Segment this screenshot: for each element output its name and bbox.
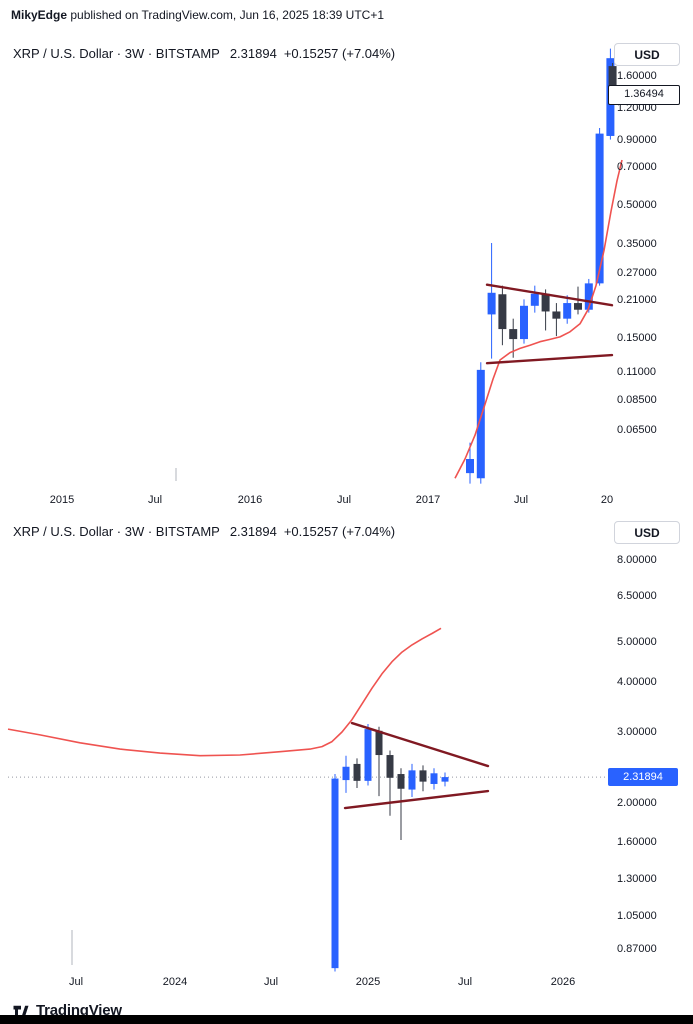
candle-body (509, 329, 518, 340)
candle-body (353, 763, 361, 781)
last-price-badge: 2.31894 (608, 768, 678, 787)
time-tick-label: Jul (457, 976, 473, 988)
price-tick-label: 5.00000 (617, 636, 657, 649)
candle-body (331, 778, 339, 969)
attribution: MikyEdge published on TradingView.com, J… (0, 0, 693, 38)
candle-body (574, 303, 582, 310)
price-change: +0.15257 (+7.04%) (283, 46, 396, 61)
price-tick-label: 0.21000 (617, 294, 657, 307)
candle-body (520, 305, 528, 340)
price-tick-label: 0.90000 (617, 133, 657, 146)
chart-canvas[interactable] (0, 38, 693, 516)
price-tick-label: 0.87000 (617, 943, 657, 955)
time-tick-label: Jul (68, 976, 84, 988)
candle-body (487, 292, 496, 315)
candle-body (563, 303, 572, 319)
candle-body (441, 777, 449, 782)
candle-body (541, 293, 550, 312)
time-tick-label: 2025 (355, 976, 381, 988)
tradingview-footer-link[interactable]: TradingView (0, 998, 693, 1023)
price-tick-label: 1.60000 (617, 70, 657, 82)
time-tick-label: 2024 (162, 976, 188, 988)
bottom-bar (0, 1015, 693, 1024)
candle-body (419, 770, 427, 782)
time-tick-label: 2016 (237, 494, 263, 506)
ma-line (7, 627, 442, 757)
chart-panel-current: XRP / U.S. Dollar · 3W · BITSTAMP 2.31894… (0, 516, 693, 998)
tradingview-brand-text: TradingView (36, 1002, 122, 1019)
price-tick-label: 4.00000 (617, 675, 657, 688)
ma-line (454, 159, 623, 479)
price-tick-label: 6.50000 (617, 590, 657, 603)
time-tick-label: Jul (336, 494, 352, 506)
currency-toggle-button[interactable]: USD (614, 521, 680, 544)
candle-body (584, 283, 593, 310)
symbol-title: XRP / U.S. Dollar · 3W · BITSTAMP (13, 46, 220, 61)
trendline (343, 789, 490, 810)
time-tick-label: 2017 (415, 494, 441, 506)
time-tick-label: Jul (263, 976, 279, 988)
price-axis[interactable]: 1.60000 1.20000 0.90000 0.70000 0.50000 0.350… (604, 38, 693, 496)
price-tick-label: 1.60000 (617, 836, 657, 849)
candle-body (408, 770, 416, 790)
tradingview-logo-icon (12, 1002, 30, 1020)
price-tick-label: 3.00000 (617, 725, 657, 738)
trendline (485, 353, 614, 365)
candle-body (530, 293, 539, 306)
trendline (350, 721, 490, 768)
price-axis[interactable]: 8.00000 6.50000 5.00000 4.00000 3.00000 2.000… (604, 516, 693, 978)
symbol-title: XRP / U.S. Dollar · 3W · BITSTAMP (13, 524, 220, 539)
price-tick-label: 2.00000 (617, 797, 657, 810)
chart-canvas[interactable] (0, 516, 693, 998)
time-tick-label: Jul (513, 494, 529, 506)
chart-panel-historical: XRP / U.S. Dollar · 3W · BITSTAMP 2.31894… (0, 38, 693, 516)
candle-body (608, 66, 617, 99)
candle-body (364, 729, 372, 781)
price-change: +0.15257 (+7.04%) (283, 524, 396, 539)
time-axis[interactable]: Jul 2024 Jul 2025 Jul 2026 (0, 976, 693, 992)
last-price-badge: 1.36494 (608, 84, 680, 105)
chart-legend: XRP / U.S. Dollar · 3W · BITSTAMP 2.31894… (13, 524, 395, 539)
candle-body (595, 133, 604, 284)
trendline (485, 283, 614, 307)
candle-body (498, 294, 507, 330)
candle-body (386, 755, 394, 778)
price-tick-label: 0.50000 (617, 198, 657, 211)
chart-legend: XRP / U.S. Dollar · 3W · BITSTAMP 2.31894… (13, 46, 395, 61)
price-tick-label: 0.15000 (617, 331, 657, 344)
time-tick-label: Jul (147, 494, 163, 506)
time-tick-label: 2015 (49, 494, 75, 506)
price-tick-label: 1.05000 (617, 910, 657, 923)
candle-body (375, 730, 383, 756)
price-tick-label: 8.00000 (617, 554, 657, 566)
price-tick-label: 1.20000 (617, 101, 657, 114)
price-tick-label: 0.27000 (617, 266, 657, 279)
time-tick-label: 2026 (550, 976, 576, 988)
time-tick-label: 20 (600, 494, 614, 506)
candle-body (476, 369, 485, 479)
attribution-author: MikyEdge (11, 8, 68, 22)
candle-body (342, 766, 350, 781)
candle-body (466, 458, 474, 474)
price-tick-label: 0.11000 (617, 365, 656, 378)
price-tick-label: 0.70000 (617, 161, 657, 174)
price-tick-label: 0.06500 (617, 424, 657, 436)
last-price: 2.31894 (229, 524, 277, 539)
price-tick-label: 0.35000 (617, 237, 657, 250)
candle-body (397, 774, 405, 789)
candle-body (430, 773, 438, 784)
price-tick-label: 1.30000 (617, 872, 657, 885)
currency-toggle-button[interactable]: USD (614, 43, 680, 66)
time-axis[interactable]: 2015 Jul 2016 Jul 2017 Jul 20 (0, 494, 693, 510)
price-tick-label: 0.08500 (617, 394, 657, 407)
candle-body (552, 311, 561, 319)
attribution-text: published on TradingView.com, Jun 16, 20… (67, 8, 385, 22)
last-price: 2.31894 (229, 46, 277, 61)
